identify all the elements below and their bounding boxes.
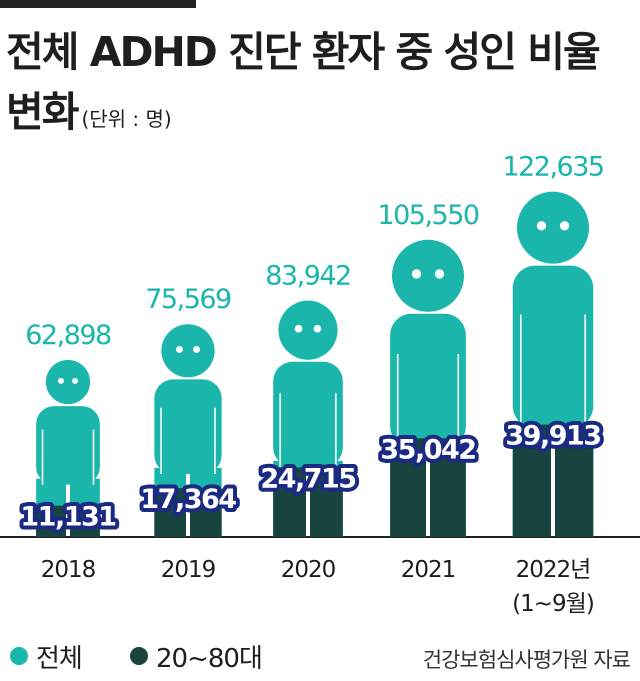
top-accent-bar bbox=[0, 0, 196, 8]
adult-label-2022년: 39,913 bbox=[505, 421, 600, 452]
person-torso-2019 bbox=[154, 379, 222, 474]
category-label-2019: 2019 bbox=[161, 557, 216, 583]
legend-swatch-total bbox=[10, 647, 28, 665]
person-head-2019 bbox=[161, 324, 215, 378]
person-eye-left-2021 bbox=[411, 269, 422, 279]
person-eye-right-2022년 bbox=[559, 221, 570, 231]
source-note: 건강보험심사평가원 자료 bbox=[422, 648, 631, 672]
total-label-2019: 75,569 bbox=[145, 284, 231, 315]
legend-label-adult: 20~80대 bbox=[156, 643, 263, 674]
person-eye-right-2018 bbox=[72, 377, 79, 384]
person-torso-2020 bbox=[273, 361, 343, 467]
person-head-2021 bbox=[392, 239, 464, 312]
person-eye-left-2020 bbox=[294, 324, 303, 333]
legend: 전체 20~80대 bbox=[10, 636, 630, 676]
legend-item-total: 전체 bbox=[10, 636, 83, 676]
person-eye-right-2020 bbox=[313, 324, 322, 333]
chart-plot: 62,898 11,131 2018 75,569 17,364 2019 83,942 24… bbox=[0, 152, 640, 617]
total-label-2020: 83,942 bbox=[265, 261, 350, 292]
category-label-2018: 2018 bbox=[41, 557, 96, 583]
category-label-2021: 2021 bbox=[401, 557, 456, 583]
legend-label-total: 전체 bbox=[36, 643, 83, 674]
chart-title: 전체 ADHD 진단 환자 중 성인 비율 변화 (단위 : 명) bbox=[6, 22, 636, 149]
person-eye-right-2021 bbox=[434, 269, 445, 279]
adult-label-2021: 35,042 bbox=[380, 434, 475, 465]
legend-item-adult: 20~80대 bbox=[130, 636, 263, 676]
person-eye-left-2022년 bbox=[536, 221, 547, 231]
person-torso-2022년 bbox=[512, 265, 594, 429]
person-eye-left-2018 bbox=[57, 377, 64, 384]
category-note-2022년: (1~9월) bbox=[512, 591, 594, 617]
total-label-2021: 105,550 bbox=[377, 200, 478, 231]
adult-label-2018: 11,131 bbox=[20, 502, 115, 533]
person-head-2018 bbox=[45, 359, 91, 405]
total-label-2018: 62,898 bbox=[25, 320, 111, 351]
person-eye-left-2019 bbox=[176, 346, 183, 353]
person-torso-2021 bbox=[390, 313, 466, 448]
title-text: 전체 ADHD 진단 환자 중 성인 비율 변화 bbox=[6, 28, 601, 136]
person-eye-right-2019 bbox=[193, 346, 200, 353]
person-head-2020 bbox=[278, 300, 338, 360]
total-label-2022년: 122,635 bbox=[502, 152, 603, 183]
legend-swatch-adult bbox=[130, 647, 148, 665]
person-torso-2018 bbox=[36, 406, 100, 485]
person-head-2022년 bbox=[517, 191, 589, 264]
adult-label-2019: 17,364 bbox=[140, 484, 236, 515]
category-label-2020: 2020 bbox=[281, 557, 336, 583]
category-label-2022년: 2022년 bbox=[516, 557, 591, 583]
adult-label-2020: 24,715 bbox=[260, 463, 355, 494]
unit-label: (단위 : 명) bbox=[81, 107, 172, 131]
